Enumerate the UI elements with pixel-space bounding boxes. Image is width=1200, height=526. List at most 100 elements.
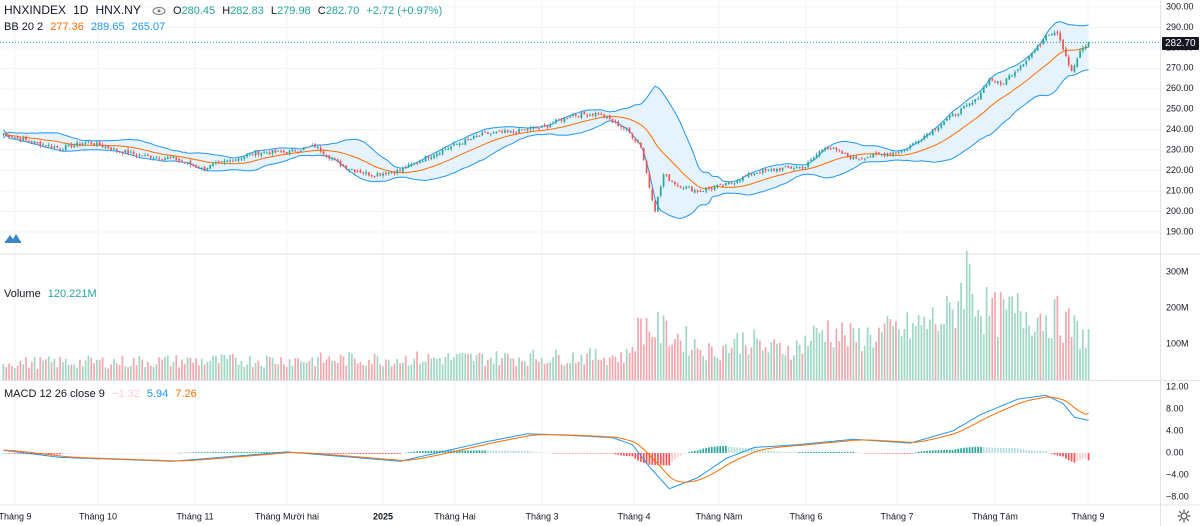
macd-histogram-bar [977,446,979,453]
macd-legend[interactable]: MACD 12 26 close 9 −1.32 5.94 7.26 [4,387,201,401]
candle-body [498,130,501,132]
volume-bar [1062,342,1064,380]
candle-body [761,169,764,173]
volume-bar [314,366,316,380]
volume-bar [903,329,906,380]
macd-histogram-bar [413,451,416,453]
candle-body [402,168,404,172]
volume-bar [943,324,945,380]
volume-bar [11,366,13,380]
candle-body [640,142,642,148]
volume-bar [251,367,254,380]
macd-histogram-bar [268,452,271,453]
volume-bar [682,352,685,380]
candle-body [181,160,183,162]
volume-bar [421,361,424,380]
candle-body [430,157,433,159]
volume-bar [127,367,129,380]
macd-histogram-bar [761,450,764,453]
time-tick-label: Tháng 4 [617,511,650,521]
macd-histogram-bar [229,452,231,453]
candle-body [53,146,56,148]
interval[interactable]: 1D [73,3,89,17]
tradingview-logo-icon[interactable] [4,231,22,245]
volume-bar [572,352,574,380]
volume-legend[interactable]: Volume 120.221M [4,287,101,301]
macd-histogram-bar [526,450,529,453]
candle-body [648,173,651,188]
macd-histogram-bar [294,452,297,454]
volume-bar [50,362,53,380]
macd-histogram-bar [447,450,450,453]
macd-histogram-bar [1022,449,1025,453]
candle-body [623,126,625,129]
eye-icon[interactable] [152,6,166,16]
candle-body [574,113,577,116]
macd-histogram-bar [790,452,792,453]
macd-histogram-bar [266,452,268,453]
macd-histogram-bar [940,450,943,453]
macd-histogram-bar [804,452,807,453]
volume-bar [753,329,756,380]
volume-bar [138,356,141,380]
settings-gear-icon[interactable] [1176,508,1192,524]
volume-bar [8,363,10,380]
candle-body [852,156,855,160]
candle-body [226,160,229,163]
volume-bar [659,343,662,380]
candle-body [73,145,76,147]
candle-body [798,166,801,169]
candle-body [28,140,30,142]
macd-histogram-bar [994,447,996,453]
macd-histogram-bar [926,450,928,453]
volume-bar [574,363,577,380]
macd-histogram-bar [498,450,501,453]
candle-body [30,141,33,143]
candle-body [543,124,546,126]
bb-legend[interactable]: BB 20 2 277.36 289.65 265.07 [4,20,169,34]
macd-histogram-bar [557,453,560,454]
candle-body [713,186,716,190]
candle-body [234,159,237,161]
macd-histogram-bar [484,450,486,453]
volume-bar [291,365,294,380]
macd-histogram-bar [1070,453,1073,462]
macd-histogram-bar [501,450,503,453]
macd-histogram-bar [521,450,523,453]
volume-bar [586,353,588,380]
candle-body [444,149,447,151]
macd-histogram-bar [909,453,911,454]
candle-body [532,127,535,129]
macd-histogram-bar [215,452,217,453]
macd-histogram-bar [577,453,580,454]
volume-bar [433,357,435,380]
volume-bar [215,355,217,380]
macd-histogram-bar [198,452,200,453]
volume-bar [807,345,809,380]
volume-bar [577,361,580,380]
volume-bar [532,350,535,380]
candle-body [733,183,736,185]
volume-bar [47,356,50,380]
volume-bar [285,366,288,380]
candle-body [345,165,348,170]
macd-histogram-bar [948,449,951,453]
candle-body [268,152,271,155]
macd-histogram-bar [226,452,229,453]
macd-histogram-bar [87,453,90,454]
volume-bar [838,341,841,380]
macd-histogram-bar [73,453,76,454]
candle-body [464,139,467,145]
macd-histogram-bar [351,453,353,454]
candle-body [1062,39,1064,50]
macd-histogram-bar [719,446,722,453]
volume-bar [756,338,758,380]
price-tick-label: 300.00 [1166,1,1194,11]
candle-body [824,147,826,151]
symbol-name[interactable]: HNXINDEX [4,3,67,17]
candle-body [124,150,127,153]
candle-body [138,154,141,156]
macd-histogram-bar [243,452,246,453]
macd-histogram-bar [410,451,413,453]
